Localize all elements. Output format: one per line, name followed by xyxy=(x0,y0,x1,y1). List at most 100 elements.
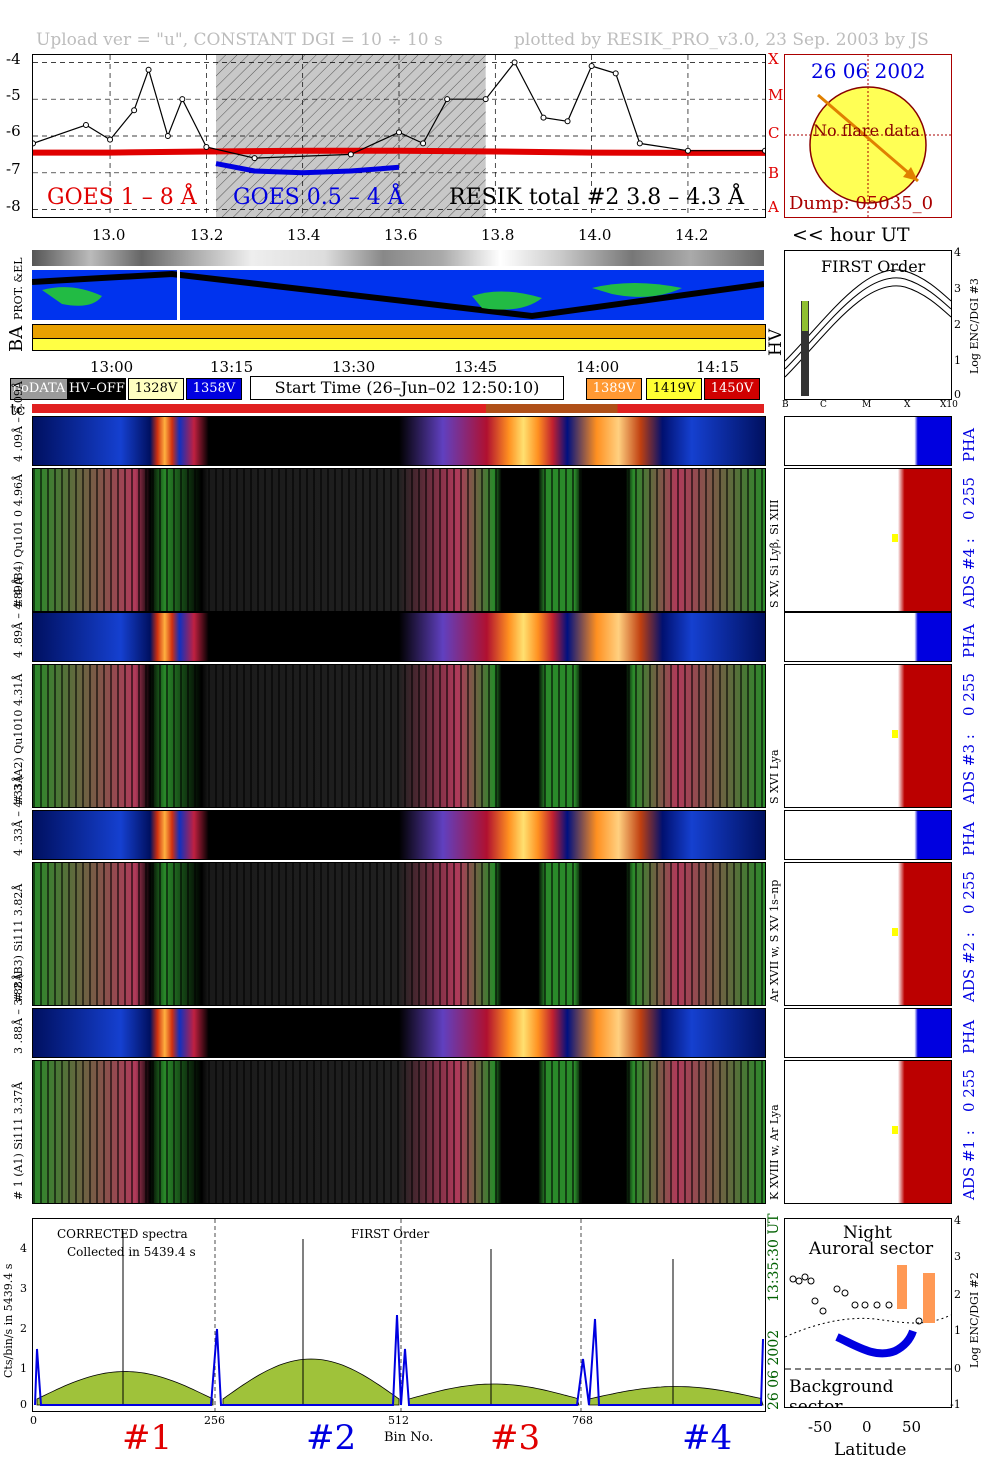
hv-panel: FIRST Order xyxy=(784,250,952,400)
spectrum-fill xyxy=(36,1371,214,1406)
data-point xyxy=(33,140,36,147)
orbit-xtick: 0 xyxy=(862,1418,872,1436)
channel-ads-label: ADS #3 : xyxy=(960,734,978,804)
hv-xtick: X10 xyxy=(940,400,958,410)
channel-dynamic-strip xyxy=(32,612,766,662)
tc-label: tc xyxy=(10,400,26,419)
hv-ytick: 1 xyxy=(954,354,961,367)
hour-tick: 14.2 xyxy=(675,226,709,244)
spec-ytick: 1 xyxy=(20,1362,27,1375)
channel-range-label: 0 255 xyxy=(960,673,978,716)
pha-marker xyxy=(892,1126,898,1134)
ba-label: BA xyxy=(6,325,27,352)
channel-top-label: 4 .89Å – 4.89Å xyxy=(12,577,25,658)
pha-marker xyxy=(892,928,898,936)
legend-1450v: 1450V xyxy=(704,378,760,400)
goes-ytick: -8 xyxy=(6,197,21,215)
hour-tick: 13.2 xyxy=(190,226,224,244)
channel-top-label: 3 .88Å – 3.88Å xyxy=(12,973,25,1054)
data-point xyxy=(444,96,451,103)
data-point xyxy=(164,133,171,139)
header-left: Upload ver = "u", CONSTANT DGI = 10 ÷ 10… xyxy=(36,30,443,50)
spec-xtick: 256 xyxy=(204,1414,225,1427)
spec-note-corrected: CORRECTED spectra xyxy=(57,1227,188,1241)
channel-pha-label: PHA xyxy=(960,623,978,658)
orbit-ytick: 4 xyxy=(954,1214,961,1227)
group-label-1: #1 xyxy=(122,1418,173,1458)
hv-xtick: C xyxy=(820,400,827,410)
pha-main-box xyxy=(784,664,952,808)
orbit-ytick: 0 xyxy=(954,1362,961,1375)
data-point xyxy=(251,155,258,162)
tc-bar xyxy=(32,404,764,413)
data-point xyxy=(145,66,152,73)
prot-map xyxy=(32,270,764,320)
data-point xyxy=(762,147,765,154)
spectrum-fill xyxy=(408,1383,580,1406)
data-point xyxy=(588,63,595,70)
flare-date: 26 06 2002 xyxy=(811,59,926,83)
group-label-4: #4 xyxy=(682,1418,733,1458)
flare-dump: Dump: 05035_0 xyxy=(789,193,934,214)
prot-map-graphic xyxy=(32,270,764,320)
time-tick: 14:15 xyxy=(696,358,740,376)
group-label-3: #3 xyxy=(490,1418,541,1458)
ba-bar-1 xyxy=(32,324,766,339)
spec-ylabel: Cts/bin/s in 5439.4 s xyxy=(2,1263,15,1378)
pha-main-box xyxy=(784,468,952,612)
data-point xyxy=(107,136,114,143)
spec-xtick: 768 xyxy=(572,1414,593,1427)
channel-ads-label: ADS #4 : xyxy=(960,538,978,608)
goes-panel: GOES 1 – 8 Å GOES 0.5 – 4 Å RESIK total … xyxy=(32,54,766,218)
spec-ytick: 3 xyxy=(20,1282,27,1295)
channel-right-label: K XVIII w, Ar Lya xyxy=(768,1104,781,1200)
channel-dynamic-strip xyxy=(32,810,766,860)
hv-xtick: B xyxy=(782,400,789,410)
blue-spectrum-line xyxy=(34,1314,764,1406)
class-b: B xyxy=(768,164,780,182)
legend-1358v: 1358V xyxy=(186,378,242,400)
channel-right-label: S XVI Lya xyxy=(768,749,781,804)
series-line xyxy=(33,61,765,159)
orbit-panel: Night Auroral sector Background sector xyxy=(784,1218,952,1408)
legend-1419v: 1419V xyxy=(646,378,702,400)
data-point xyxy=(203,144,210,151)
orbit-ytick: -1 xyxy=(950,1398,961,1411)
sun-disk-graphic xyxy=(785,55,951,217)
spec-time-stamp: 13:35:30 UT xyxy=(766,1213,782,1302)
hour-tick: 13.4 xyxy=(287,226,321,244)
pha-marker xyxy=(892,730,898,738)
channel-ads-label: ADS #2 : xyxy=(960,932,978,1002)
orbit-ytick: 1 xyxy=(954,1324,961,1337)
header-right: plotted by RESIK_PRO_v3.0, 23 Sep. 2003 … xyxy=(514,30,929,50)
class-c: C xyxy=(768,124,780,142)
pha-main-box xyxy=(784,862,952,1006)
orbit-xtick: 50 xyxy=(902,1418,922,1436)
orbit-title-night: Night xyxy=(843,1223,892,1243)
channel-pha-label: PHA xyxy=(960,821,978,856)
orbit-title-sector: Auroral sector xyxy=(809,1239,934,1259)
time-tick: 13:45 xyxy=(454,358,498,376)
hour-tick: 13.6 xyxy=(384,226,418,244)
pha-top-box xyxy=(784,1008,952,1058)
legend-nodata: noDATA xyxy=(10,378,68,400)
data-point xyxy=(420,140,427,147)
legend-hvoff: HV–OFF xyxy=(68,378,126,400)
goes-ytick: -5 xyxy=(6,86,21,104)
spectrum-panel: CORRECTED spectra Collected in 5439.4 s … xyxy=(32,1218,766,1412)
hour-unit-label: << hour UT xyxy=(792,224,910,246)
data-point xyxy=(684,147,691,154)
channel-spectrogram xyxy=(32,1060,766,1204)
class-a: A xyxy=(768,198,779,216)
hour-tick: 13.0 xyxy=(92,226,126,244)
hv-label: HV xyxy=(766,328,786,356)
orbit-xtick: -50 xyxy=(808,1418,833,1436)
pha-top-box xyxy=(784,612,952,662)
data-point xyxy=(347,151,354,158)
time-tick: 13:15 xyxy=(210,358,254,376)
orbit-right-label: Log ENC/DGI #2 xyxy=(968,1272,981,1368)
group-label-2: #2 xyxy=(306,1418,357,1458)
hv-ytick: 4 xyxy=(954,246,961,259)
hour-tick: 14.0 xyxy=(578,226,612,244)
orbit-chart xyxy=(785,1265,951,1370)
